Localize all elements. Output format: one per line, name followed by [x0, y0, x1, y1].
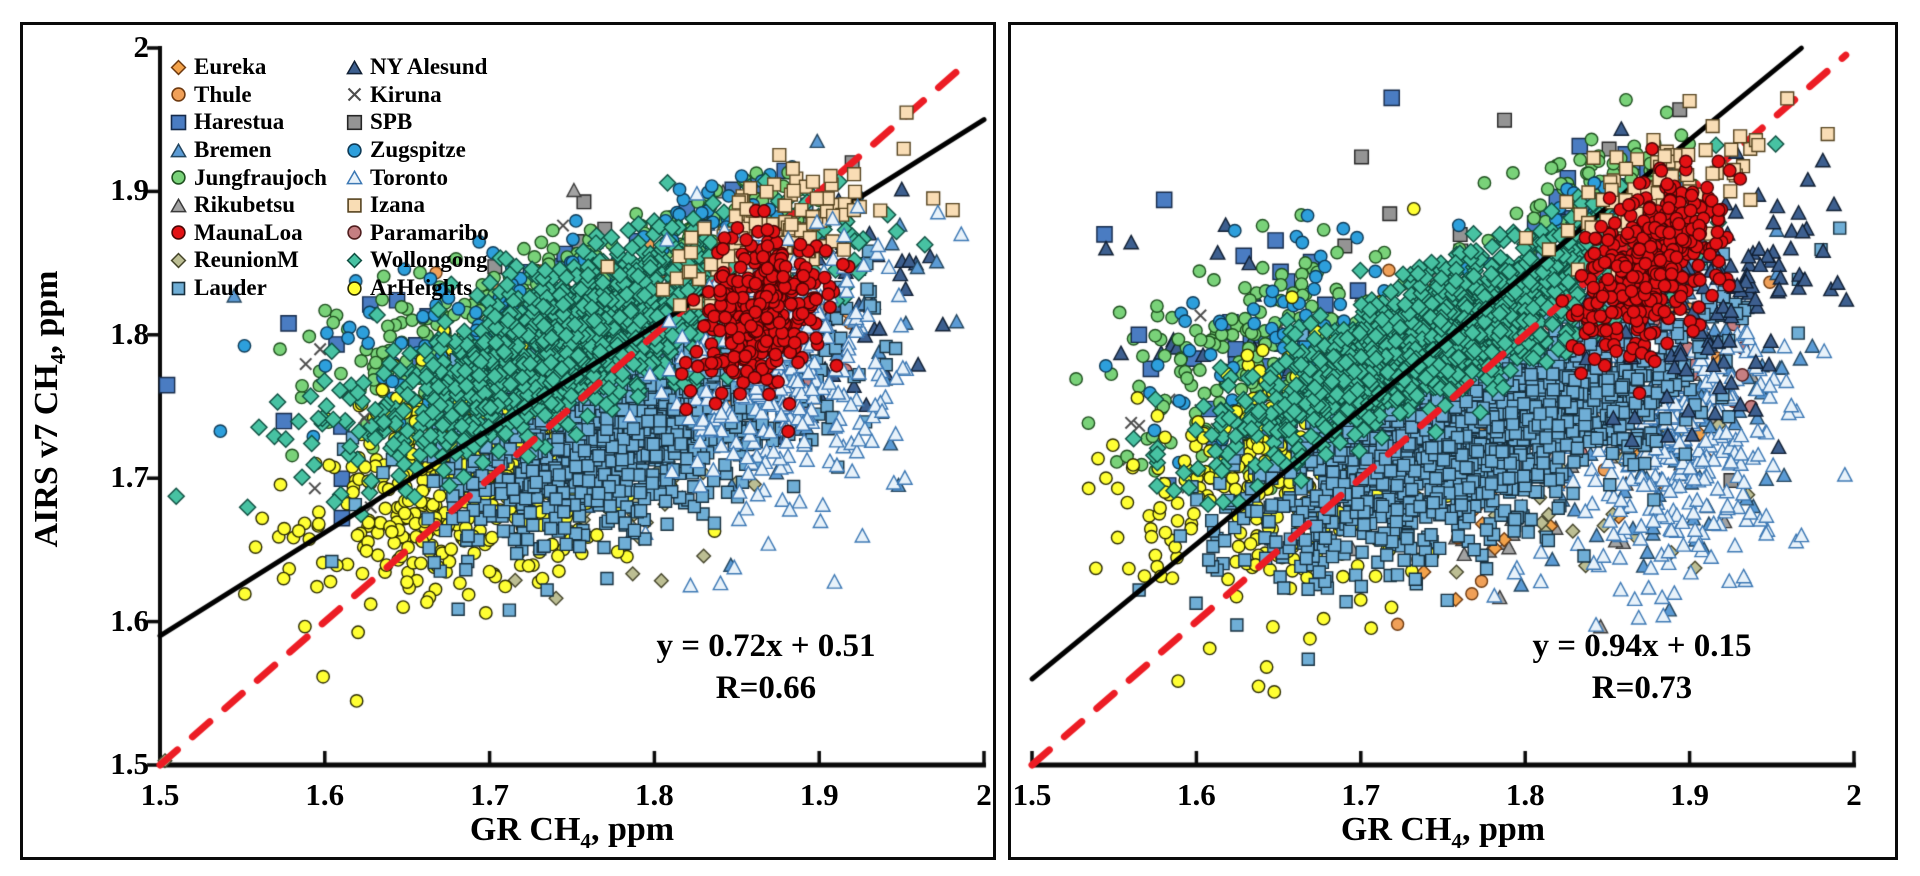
x-tick-label: 1.8 [1505, 777, 1545, 812]
correlation-text: R=0.73 [1591, 670, 1693, 706]
triangle-marker-icon [170, 197, 187, 213]
legend-item-eureka: Eureka [169, 54, 327, 80]
legend-item-toronto: Toronto [345, 165, 489, 190]
legend-item-reunionm: ReunionM [169, 247, 327, 273]
y-tick-label: 1.5 [110, 746, 149, 781]
circle-marker-icon [171, 170, 186, 185]
triangle-marker-icon [346, 59, 363, 75]
triangle-marker-icon [346, 169, 363, 185]
legend-item-label: Izana [370, 192, 425, 218]
scatter-panel-right: GR CH4, ppm y = 0.94x + 0.15 R=0.73 1.5 1… [1008, 22, 1898, 860]
legend-item-label: Kiruna [370, 81, 442, 107]
legend-item-label: Zugspitze [370, 137, 466, 163]
legend-item-ny-alesund: NY Alesund [345, 54, 489, 80]
legend-column-1: Eureka Thule Harestua Bremen Jungfraujoch Rik… [169, 54, 327, 301]
legend-item-label: SPB [370, 109, 413, 135]
y-tick-label: 1.9 [110, 172, 149, 208]
x-axis-subscript: 4 [580, 828, 591, 853]
y-axis-title-left: AIRS v7 CH4, ppm [28, 270, 70, 548]
diamond-marker-icon [346, 252, 363, 269]
x-tick-label: 1.9 [799, 777, 839, 812]
legend-item-label: Paramaribo [370, 219, 489, 245]
legend-item-label: Jungfraujoch [194, 164, 327, 190]
correlation-text: R=0.66 [715, 670, 817, 706]
legend-item-label: NY Alesund [370, 54, 488, 80]
fit-equation-right: y = 0.94x + 0.15 R=0.73 [1412, 625, 1872, 709]
y-tick-label: 1.8 [110, 315, 149, 351]
legend-item-lauder: Lauder [169, 275, 327, 301]
x-tick-label: 1.5 [140, 777, 180, 812]
legend-column-2: NY Alesund Kiruna SPB Zugspitze Toronto Izana… [345, 54, 489, 301]
x-tick-label: 1.8 [635, 777, 674, 812]
legend-item-zugspitze: Zugspitze [345, 137, 489, 163]
scatter-canvas-left [23, 25, 993, 857]
circle-marker-icon [347, 225, 362, 241]
circle-marker-icon [347, 280, 362, 296]
legend-item-label: Eureka [194, 54, 267, 80]
fit-equation-text: y = 0.94x + 0.15 [1532, 628, 1752, 664]
legend-item-label: Wollongong [370, 247, 488, 273]
fit-equation-text: y = 0.72x + 0.51 [656, 628, 876, 664]
legend-item-jungfraujoch: Jungfraujoch [169, 165, 327, 190]
legend-item-label: Harestua [194, 109, 285, 135]
legend-item-label: Bremen [194, 137, 272, 163]
legend-item-spb: SPB [345, 109, 489, 135]
x-tick-label: 1.7 [1341, 777, 1381, 812]
y-axis-subscript: 4 [45, 353, 70, 365]
x-tick-label: 2 [976, 777, 992, 812]
fit-equation-left: y = 0.72x + 0.51 R=0.66 [536, 625, 996, 709]
x-axis-subscript: 4 [1451, 828, 1462, 853]
legend-item-label: ReunionM [194, 247, 299, 273]
x-tick-label: 1.5 [1012, 777, 1052, 812]
square-marker-icon [170, 114, 187, 131]
legend-item-bremen: Bremen [169, 137, 327, 163]
legend-item-kiruna: Kiruna [345, 81, 489, 108]
circle-marker-icon [171, 87, 186, 103]
legend-item-label: MaunaLoa [194, 219, 303, 245]
legend-item-maunaloa: MaunaLoa [169, 219, 327, 246]
scatter-canvas-right [1011, 25, 1895, 857]
legend-item-label: Toronto [370, 164, 448, 190]
circle-marker-icon [347, 142, 362, 158]
legend-item-rikubetsu: Rikubetsu [169, 192, 327, 218]
legend-item-wollongong: Wollongong [345, 247, 489, 273]
legend-item-label: Rikubetsu [194, 192, 295, 218]
x-tick-label: 1.7 [470, 777, 509, 812]
x-axis-title-left: GR CH4, ppm [469, 811, 675, 853]
legend-item-arheights: ArHeights [345, 275, 489, 301]
y-tick-label: 1.6 [110, 602, 149, 638]
legend-item-label: Thule [194, 81, 252, 107]
x-tick-label: 1.6 [1177, 777, 1216, 812]
diamond-marker-icon [170, 252, 187, 269]
x-axis-title-right: GR CH4, ppm [1340, 811, 1546, 853]
legend-item-label: Lauder [194, 275, 267, 301]
x-tick-label: 2 [1846, 777, 1862, 812]
scatter-panel-left: AIRS v7 CH4, ppm GR CH4, ppm y = 0.72x +… [20, 22, 996, 860]
circle-marker-icon [171, 225, 186, 241]
y-tick-label: 1.7 [110, 459, 149, 495]
legend-item-paramaribo: Paramaribo [345, 219, 489, 246]
legend-item-harestua: Harestua [169, 109, 327, 135]
x-marker-icon [347, 88, 362, 102]
legend-item-thule: Thule [169, 81, 327, 108]
square-marker-icon [347, 198, 362, 213]
legend-item-label: ArHeights [370, 275, 473, 301]
x-tick-label: 1.9 [1670, 777, 1709, 812]
x-tick-label: 1.6 [305, 777, 345, 812]
diamond-marker-icon [170, 59, 187, 76]
legend-item-izana: Izana [345, 192, 489, 218]
square-marker-icon [346, 114, 363, 131]
y-tick-label: 2 [133, 29, 150, 64]
square-marker-icon [171, 281, 186, 295]
triangle-marker-icon [170, 142, 187, 157]
